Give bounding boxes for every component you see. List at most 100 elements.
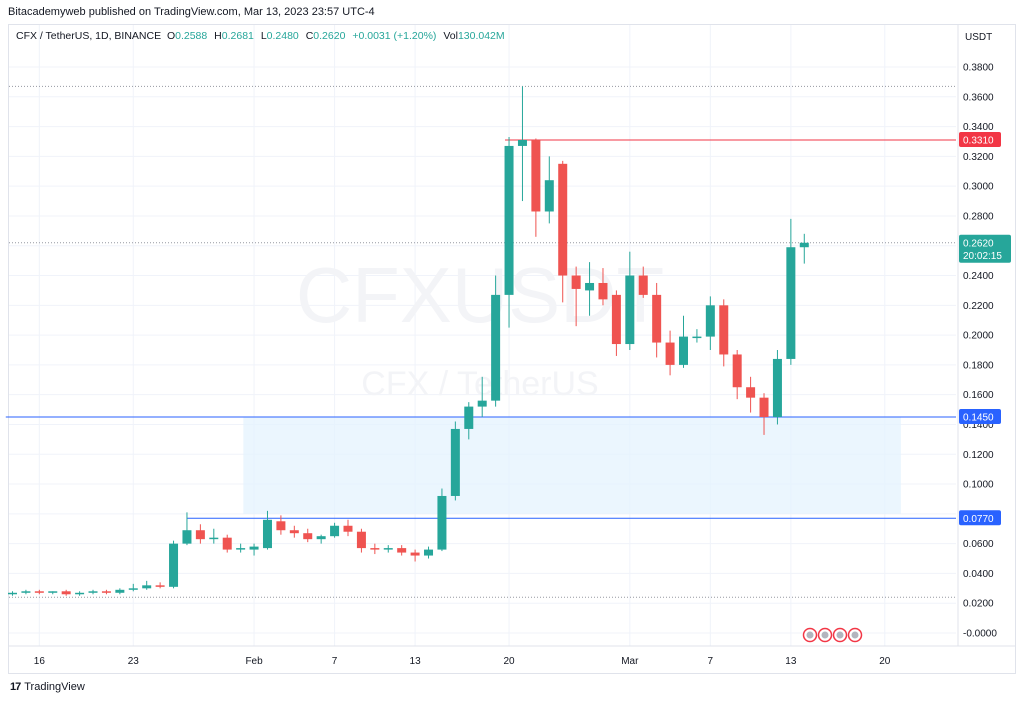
candle-body <box>491 294 501 401</box>
price-tick-label: 0.3400 <box>963 122 994 133</box>
price-tick-label: 0.1800 <box>963 360 994 371</box>
candle-body <box>679 336 688 365</box>
last-price-countdown: 20:02:15 <box>963 251 1002 262</box>
candle-body <box>289 530 299 534</box>
tradingview-logo-icon: 17 <box>10 681 21 693</box>
time-tick-label: 23 <box>128 656 140 667</box>
event-flag-dot <box>806 631 814 639</box>
last-price-label: 0.2620 <box>963 238 994 249</box>
candle-body <box>115 589 125 593</box>
candle-body <box>34 591 44 593</box>
legend-close: 0.2620 <box>313 30 346 42</box>
price-tick-label: 0.0600 <box>963 539 994 550</box>
legend-symbol: CFX / TetherUS, 1D, BINANCE <box>16 30 162 42</box>
support-low-badge <box>959 510 1001 526</box>
event-flag-dot <box>851 631 859 639</box>
price-tick-label: 0.1400 <box>963 420 994 431</box>
candle-body <box>450 428 460 496</box>
candle-body <box>772 358 782 418</box>
event-flag-dot <box>821 631 829 639</box>
price-tick-label: -0.0000 <box>963 629 997 640</box>
price-tick-label: 0.0400 <box>963 569 994 580</box>
footer-brand[interactable]: 17 TradingView <box>10 681 85 693</box>
candle-body <box>142 585 152 589</box>
candle-body <box>88 591 98 593</box>
price-tick-label: 0.2400 <box>963 271 994 282</box>
time-tick-label: 20 <box>503 656 515 667</box>
candle-body <box>75 592 85 595</box>
price-tick-label: 0.1200 <box>963 450 994 461</box>
resistance-badge-label: 0.3310 <box>963 135 994 146</box>
price-axis-currency: USDT <box>965 32 992 43</box>
candle-body <box>195 530 205 540</box>
candle-body <box>638 275 648 295</box>
candle-body <box>544 180 554 212</box>
candle-body <box>437 495 447 550</box>
support-low-badge-label: 0.0770 <box>963 514 994 525</box>
time-tick-label: 16 <box>34 656 46 667</box>
price-tick-label: 0.2000 <box>963 331 994 342</box>
watermark-name: CFX / TetherUS <box>361 365 598 403</box>
time-tick-label: 13 <box>785 656 797 667</box>
price-tick-label: 0.1000 <box>963 480 994 491</box>
candle-body <box>799 242 809 248</box>
candle-body <box>209 537 219 540</box>
candle-body <box>692 336 702 339</box>
candle-body <box>652 294 662 343</box>
candle-body <box>370 548 380 550</box>
candle-body <box>504 145 514 295</box>
price-tick-label: 0.3600 <box>963 92 994 103</box>
candle-body <box>786 247 796 359</box>
candle-body <box>21 591 31 593</box>
support-high-badge-label: 0.1450 <box>963 413 994 424</box>
legend-close-label: C <box>305 30 314 42</box>
candle-body <box>424 549 434 556</box>
time-tick-label: 7 <box>332 656 338 667</box>
candle-body <box>705 305 715 337</box>
candle-body <box>8 592 17 595</box>
candle-body <box>571 275 581 289</box>
candle-body <box>343 525 353 532</box>
price-tick-label: 0.2200 <box>963 301 994 312</box>
candle-body <box>101 591 111 593</box>
legend-high-label: H <box>214 30 222 42</box>
candle-body <box>128 588 138 590</box>
candle-body <box>477 400 487 407</box>
candle-body <box>464 406 474 429</box>
support-high-badge <box>959 409 1001 425</box>
candle-body <box>517 139 527 146</box>
candle-body <box>303 533 313 540</box>
candle-body <box>316 536 326 540</box>
resistance-badge <box>959 131 1001 147</box>
chart-frame <box>8 24 1016 674</box>
time-tick-label: Feb <box>245 656 263 667</box>
candle-body <box>222 537 232 550</box>
legend-change: +0.0031 (+1.20%) <box>352 30 437 42</box>
candle-body <box>236 548 246 550</box>
time-tick-label: 7 <box>708 656 714 667</box>
candle-body <box>719 305 729 355</box>
candle-body <box>61 591 71 595</box>
legend-low-label: L <box>260 30 267 42</box>
candle-body <box>759 397 769 418</box>
event-flag-dot <box>836 631 844 639</box>
support-zone <box>243 417 901 514</box>
candle-body <box>330 525 340 537</box>
candle-body <box>276 521 286 531</box>
candle-body <box>155 585 165 587</box>
candle-body <box>249 546 259 550</box>
time-tick-label: Mar <box>621 656 639 667</box>
legend-volume-label: Vol <box>443 30 458 42</box>
candle-body <box>531 139 541 212</box>
symbol-legend: CFX / TetherUS, 1D, BINANCE O0.2588 H0.2… <box>16 30 509 42</box>
price-tick-label: 0.3800 <box>963 63 994 74</box>
candle-body <box>558 163 568 276</box>
watermark-ticker: CFXUSDT <box>296 251 664 339</box>
candle-body <box>598 282 608 300</box>
legend-high: 0.2681 <box>221 30 254 42</box>
time-tick-label: 20 <box>879 656 891 667</box>
legend-open-label: O <box>166 30 176 42</box>
candle-body <box>383 548 393 550</box>
candle-body <box>585 282 595 291</box>
